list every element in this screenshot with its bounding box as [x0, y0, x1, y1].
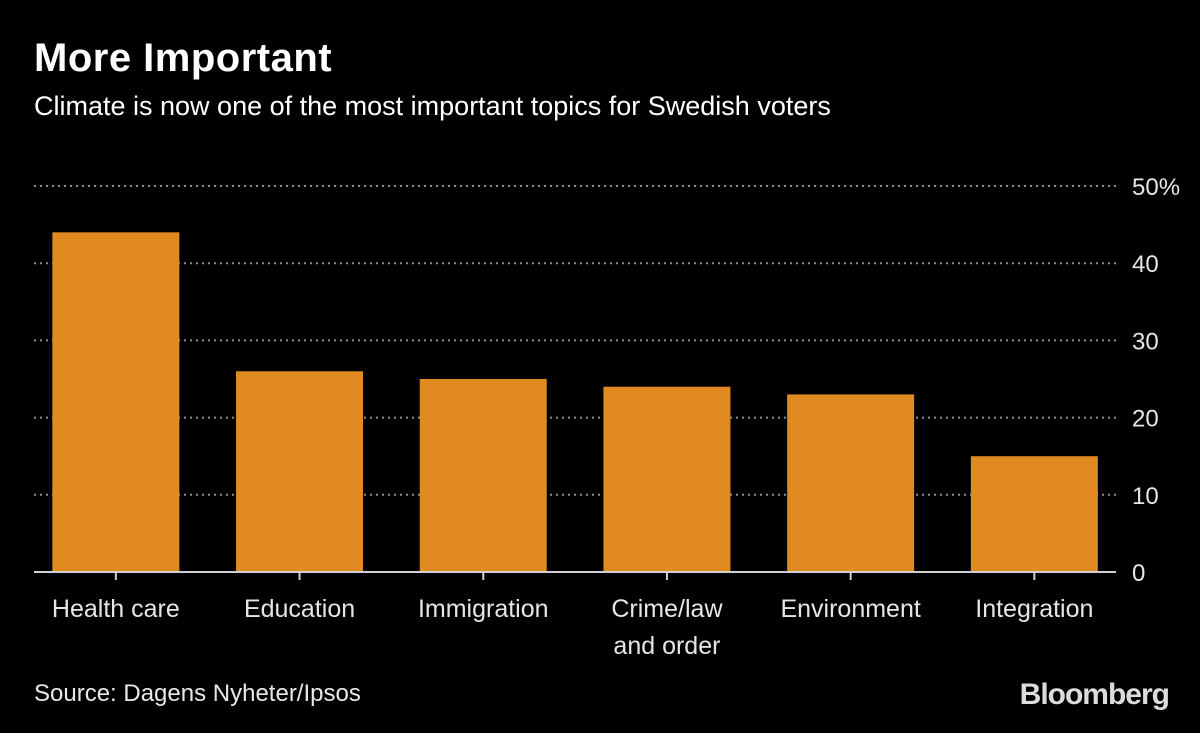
x-tick-label: Education [244, 595, 355, 623]
bar [236, 371, 364, 572]
bloomberg-logo: Bloomberg [1019, 678, 1170, 711]
x-tick-label: and order [613, 632, 720, 660]
y-tick-label: 40 [1132, 251, 1159, 278]
y-tick-label: 20 [1132, 406, 1159, 433]
source-note: Source: Dagens Nyheter/Ipsos [34, 680, 361, 707]
chart-title: More Important [34, 36, 333, 80]
x-tick-label: Health care [52, 595, 180, 623]
y-tick-label: 50% [1132, 174, 1180, 201]
x-tick-label: Environment [780, 595, 920, 623]
y-tick-label: 10 [1132, 483, 1159, 510]
bar [52, 232, 180, 572]
x-tick-label: Crime/law [611, 595, 723, 623]
bar [787, 394, 915, 572]
x-tick-label: Immigration [418, 595, 549, 623]
bar [419, 379, 547, 572]
chart-subtitle: Climate is now one of the most important… [34, 91, 831, 121]
bar [603, 386, 731, 572]
bar [970, 456, 1098, 572]
x-tick-label: Integration [975, 595, 1093, 623]
y-tick-label: 0 [1132, 560, 1145, 587]
y-tick-label: 30 [1132, 328, 1159, 355]
